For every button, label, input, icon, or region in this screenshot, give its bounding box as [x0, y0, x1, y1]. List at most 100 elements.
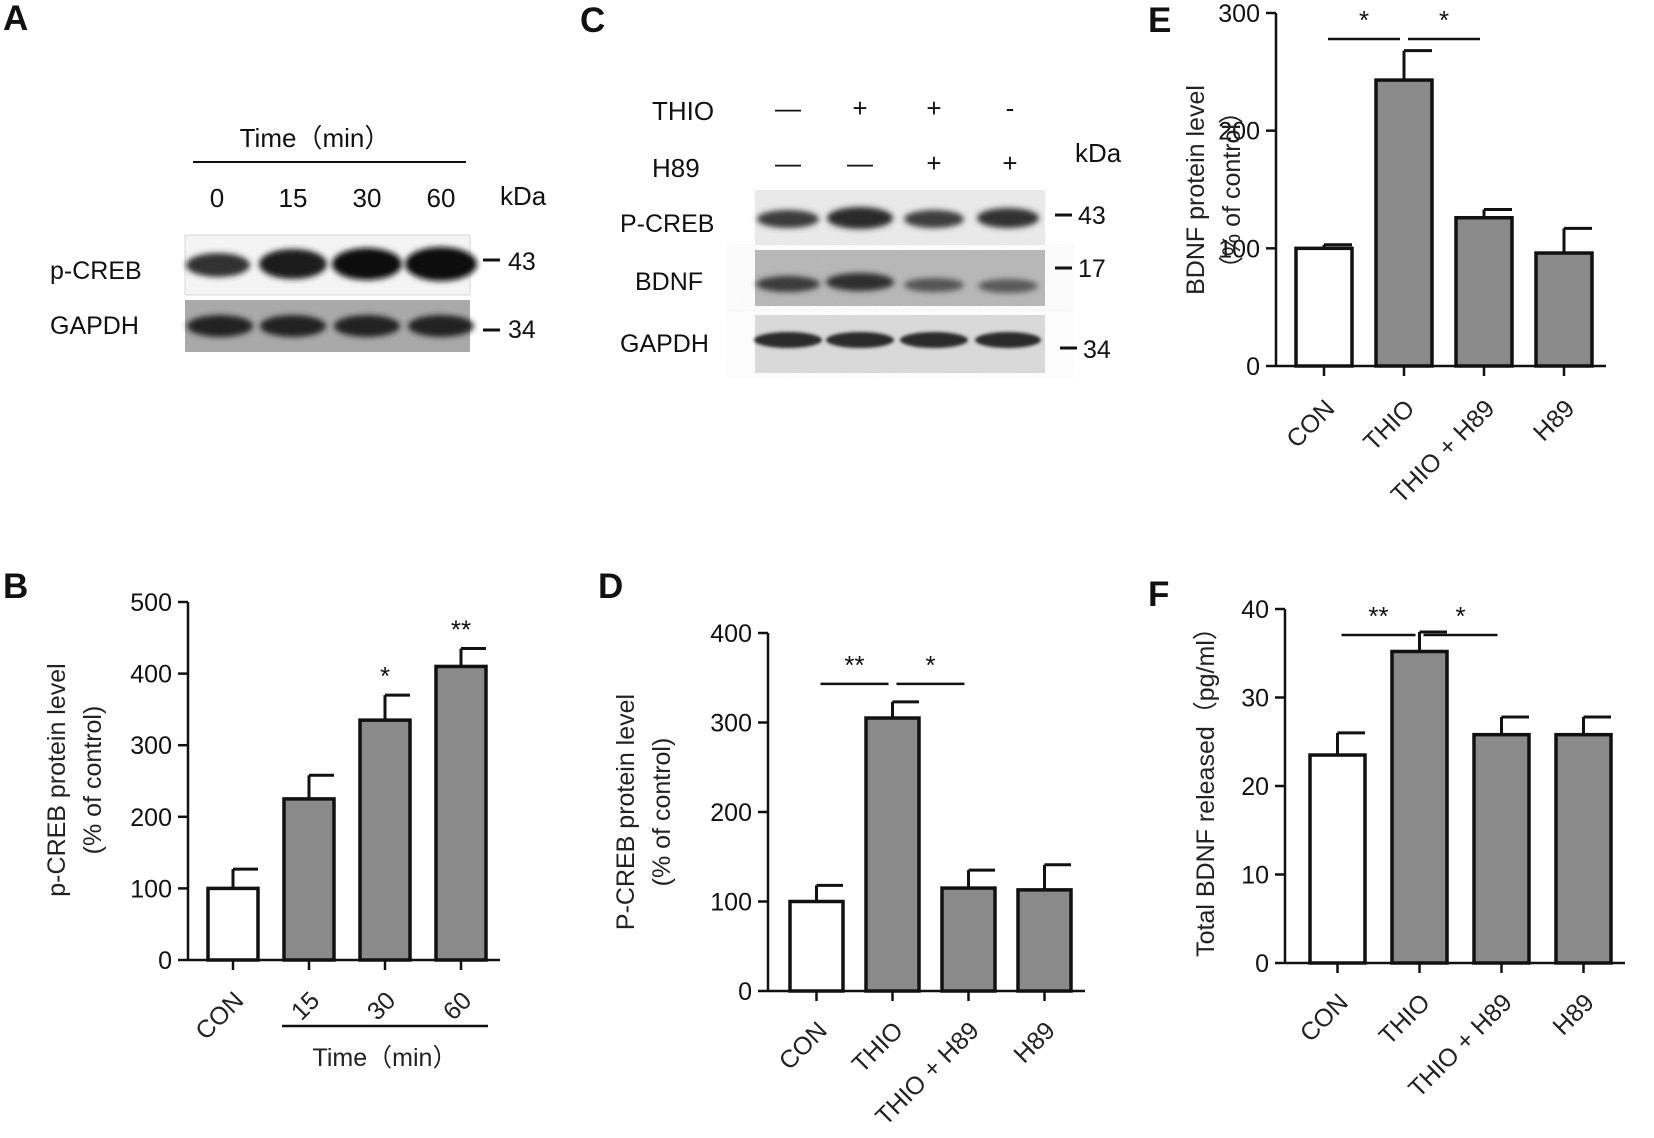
bar — [1534, 251, 1594, 368]
y-tick-label: 0 — [1246, 353, 1260, 381]
y-tick-label: 40 — [1241, 596, 1269, 624]
panel-c-row-label-pcreb: P-CREB — [620, 210, 714, 238]
significance-marker: * — [380, 661, 390, 691]
y-tick-label: 200 — [1218, 118, 1260, 146]
band — [259, 249, 327, 279]
y-tick-label: 100 — [1218, 235, 1260, 263]
x-tick-label: CON — [1295, 988, 1354, 1047]
y-tick-label: 200 — [710, 799, 752, 827]
band — [187, 315, 253, 337]
band — [977, 208, 1039, 228]
bar — [1016, 888, 1073, 993]
band — [826, 273, 894, 291]
bar — [1390, 649, 1449, 965]
band — [900, 332, 968, 348]
y-tick-label: 300 — [130, 732, 172, 760]
band — [827, 207, 893, 229]
significance-marker: * — [1455, 601, 1465, 631]
panel-a-col-15: 15 — [279, 183, 308, 213]
panel-c-row-label-bdnf: BDNF — [635, 268, 703, 296]
panel-c-kda: kDa — [1075, 138, 1122, 168]
sign: - — [1006, 93, 1015, 123]
panel-a-row-label-gapdh: GAPDH — [50, 312, 139, 340]
x-tick-label: THIO — [847, 1016, 909, 1078]
y-tick-label: 400 — [710, 620, 752, 648]
bar — [1454, 215, 1514, 368]
bar — [1308, 753, 1367, 965]
y-tick-label: 30 — [1241, 685, 1269, 713]
x-tick-label: CON — [190, 986, 249, 1045]
band — [405, 247, 477, 281]
panel-a: A Time（min） 0 15 30 60 kDa p-CREB 43 GAP… — [3, 0, 547, 352]
y-tick-label: 0 — [738, 978, 752, 1006]
y-tick-label: 0 — [158, 947, 172, 975]
panel-d-letter: D — [598, 567, 623, 606]
panel-c-treatment-thio: THIO — [652, 96, 714, 126]
bar — [358, 718, 412, 962]
panel-c-marker-34: 34 — [1083, 336, 1111, 364]
chart-e: 0 100 200 300 BDNF protein level （% of contro… — [1182, 0, 1606, 509]
y-tick-label: 400 — [130, 661, 172, 689]
significance-marker: * — [925, 650, 935, 680]
panel-a-col-60: 60 — [427, 183, 456, 213]
band — [186, 253, 250, 277]
y-axis-label: (% of control) — [79, 706, 107, 855]
band — [826, 332, 894, 348]
bar — [434, 664, 488, 962]
band — [756, 276, 820, 292]
bar — [864, 716, 921, 993]
band — [904, 210, 964, 228]
y-tick-label: 500 — [130, 589, 172, 617]
significance-marker: * — [1359, 5, 1369, 35]
bar — [1374, 78, 1434, 368]
x-tick-label: 30 — [362, 986, 401, 1025]
significance-marker: ** — [844, 650, 864, 680]
panel-a-row-label-pcreb: p-CREB — [50, 257, 142, 285]
band — [334, 315, 400, 337]
band — [757, 210, 819, 228]
panel-a-time-label: Time（min） — [240, 123, 391, 153]
x-tick-label: H89 — [1528, 394, 1580, 446]
y-axis-label: p-CREB protein level — [43, 663, 71, 896]
y-axis-label: （% of control） — [1218, 99, 1246, 281]
panel-c-marker-17: 17 — [1078, 255, 1106, 283]
bar — [1294, 246, 1354, 368]
panel-a-marker-43: 43 — [508, 248, 536, 276]
y-tick-label: 0 — [1255, 950, 1269, 978]
panel-c-treatment-h89: H89 — [652, 153, 700, 183]
x-tick-label: CON — [774, 1016, 833, 1075]
y-tick-label: 300 — [1218, 0, 1260, 28]
y-tick-label: 100 — [710, 889, 752, 917]
y-tick-label: 20 — [1241, 773, 1269, 801]
panel-a-col-0: 0 — [210, 183, 224, 213]
band — [754, 332, 822, 348]
chart-f: 0 10 20 30 40 Total BDNF released（pg/ml） CON TH… — [1192, 596, 1625, 1103]
panel-e-letter: E — [1148, 1, 1171, 40]
bar — [940, 886, 997, 993]
y-tick-label: 10 — [1241, 862, 1269, 890]
bar — [1472, 732, 1531, 965]
panel-a-kda: kDa — [500, 181, 547, 211]
sign: + — [926, 148, 941, 178]
y-tick-label: 100 — [130, 875, 172, 903]
x-tick-label: H89 — [1009, 1016, 1061, 1068]
panel-c-marker-43: 43 — [1078, 202, 1106, 230]
y-tick-label: 200 — [130, 804, 172, 832]
panel-a-marker-34: 34 — [508, 316, 536, 344]
x-tick-label: H89 — [1548, 988, 1600, 1040]
bar — [206, 886, 260, 962]
band — [904, 278, 964, 292]
band — [975, 332, 1041, 348]
y-axis-label: BDNF protein level — [1182, 85, 1210, 295]
panel-f-letter: F — [1148, 575, 1169, 614]
y-tick-label: 300 — [710, 710, 752, 738]
sign: + — [926, 93, 941, 123]
panel-c-row-label-gapdh: GAPDH — [620, 330, 709, 358]
chart-d: 0 100 200 300 400 P-CREB protein level (% of c… — [612, 620, 1085, 1131]
panel-b-letter: B — [3, 567, 28, 606]
panel-a-letter: A — [3, 0, 28, 38]
significance-marker: * — [1439, 5, 1449, 35]
panel-a-col-30: 30 — [353, 183, 382, 213]
